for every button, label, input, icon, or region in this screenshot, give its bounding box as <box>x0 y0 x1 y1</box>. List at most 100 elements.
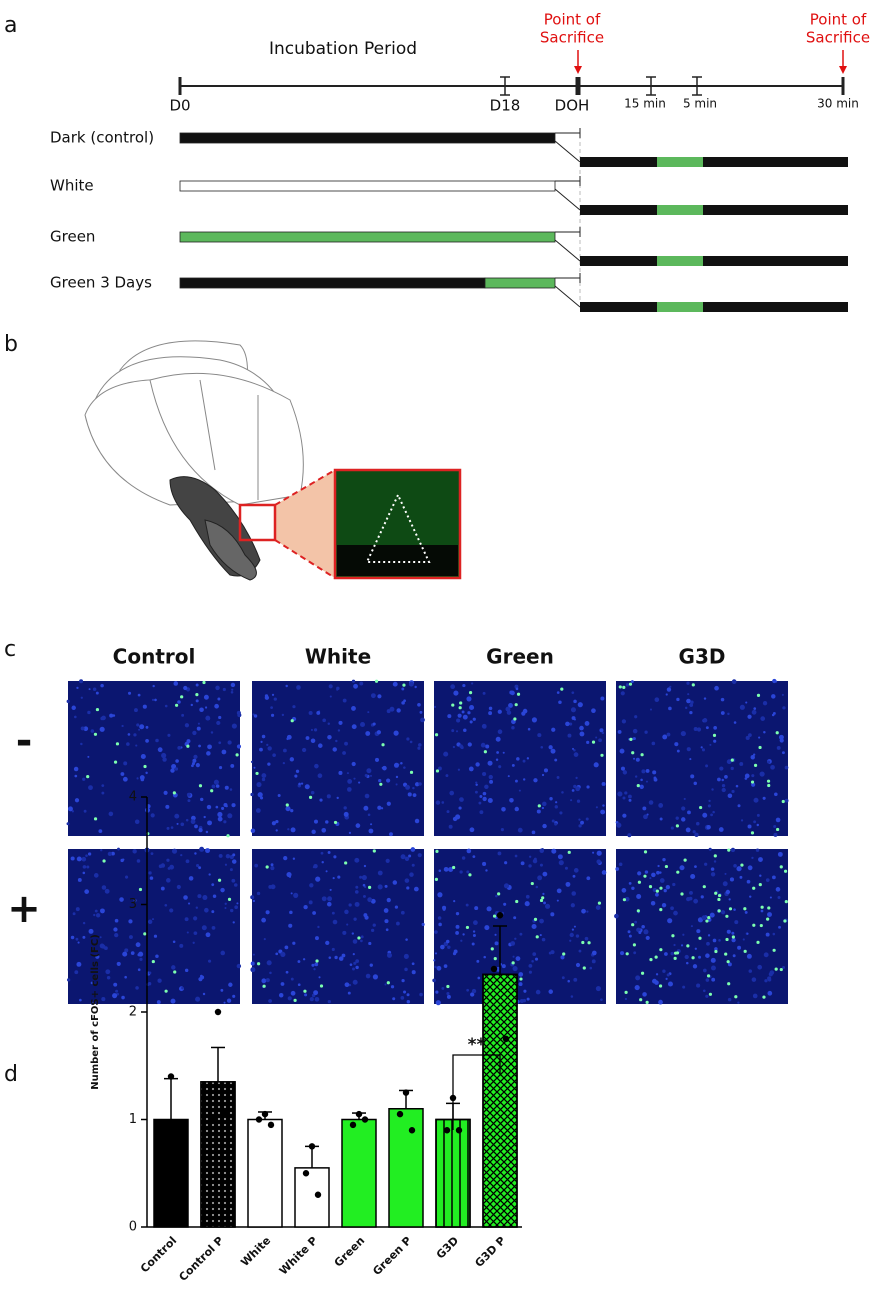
nucleus <box>363 805 369 811</box>
nucleus <box>784 798 789 803</box>
cfos-cell <box>675 951 680 955</box>
cfos-cell <box>752 923 756 927</box>
x-tick-label: Green P <box>370 1234 414 1278</box>
nucleus <box>326 901 332 907</box>
cfos-cell <box>175 703 179 707</box>
cfos-cell <box>381 743 385 747</box>
nucleus <box>389 832 393 837</box>
cfos-cell <box>628 682 633 686</box>
nucleus <box>346 923 349 926</box>
timeline-label: DOH <box>555 97 590 115</box>
nucleus <box>180 822 185 827</box>
cfos-cell <box>658 984 663 988</box>
nucleus <box>452 816 458 822</box>
nucleus <box>166 878 171 883</box>
nucleus <box>763 952 769 958</box>
nucleus <box>184 723 190 728</box>
nucleus <box>729 877 735 882</box>
nucleus <box>223 820 227 824</box>
nucleus <box>227 740 232 745</box>
group-label: White <box>50 177 94 195</box>
nucleus <box>686 698 691 704</box>
nucleus <box>434 930 438 934</box>
nucleus <box>213 779 219 785</box>
nucleus <box>101 791 105 795</box>
cfos-cell <box>567 850 571 854</box>
nucleus <box>618 862 623 867</box>
data-point <box>355 1110 363 1118</box>
nucleus <box>154 698 157 702</box>
nucleus <box>689 890 693 895</box>
nucleus <box>570 707 576 713</box>
nucleus <box>705 764 709 768</box>
nucleus <box>320 851 324 855</box>
nucleus <box>509 797 514 803</box>
nucleus <box>533 778 538 783</box>
nucleus <box>215 805 219 809</box>
nucleus <box>205 848 211 854</box>
nucleus <box>520 861 525 866</box>
nucleus <box>784 765 789 770</box>
nucleus <box>532 952 537 956</box>
nucleus <box>317 925 320 929</box>
nucleus <box>570 995 574 998</box>
nucleus <box>487 797 493 804</box>
nucleus <box>212 894 217 898</box>
cfos-cell <box>434 733 439 737</box>
nucleus <box>711 788 714 791</box>
nucleus <box>767 760 771 764</box>
cfos-cell <box>344 861 348 865</box>
nucleus <box>352 979 358 985</box>
nucleus <box>475 762 480 767</box>
cfos-cell <box>706 974 711 978</box>
sacrifice-label: Sacrifice <box>806 29 870 47</box>
nucleus <box>284 945 289 950</box>
nucleus <box>362 883 366 887</box>
nucleus <box>401 701 405 705</box>
nucleus <box>525 894 530 899</box>
nucleus <box>528 970 532 974</box>
micrograph-bg <box>252 849 424 1004</box>
nucleus <box>555 801 558 804</box>
nucleus <box>327 896 333 902</box>
nucleus <box>617 729 622 734</box>
cfos-cell <box>730 758 734 762</box>
cfos-cell <box>680 892 684 896</box>
micrograph <box>432 847 607 1006</box>
nucleus <box>442 907 446 911</box>
nucleus <box>417 853 422 858</box>
nucleus <box>472 717 476 721</box>
nucleus <box>266 743 269 746</box>
nucleus <box>393 730 399 736</box>
cfos-cell <box>645 1000 649 1005</box>
micrograph <box>615 678 789 838</box>
nucleus <box>681 817 686 822</box>
panel-label: b <box>4 332 18 357</box>
nucleus <box>727 712 730 716</box>
nucleus <box>602 804 605 807</box>
cfos-cell <box>734 995 738 999</box>
nucleus <box>338 770 343 775</box>
cfos-cell <box>227 897 232 901</box>
nucleus <box>472 930 476 933</box>
nucleus <box>448 867 454 872</box>
nucleus <box>717 777 721 782</box>
nucleus <box>351 706 356 711</box>
data-point <box>214 1008 222 1016</box>
nucleus <box>625 683 630 687</box>
nucleus <box>132 849 137 854</box>
nucleus <box>455 730 459 733</box>
nucleus <box>167 866 171 870</box>
cfos-cell <box>516 692 521 696</box>
nucleus <box>542 892 545 895</box>
nucleus <box>317 773 323 779</box>
nucleus <box>374 757 380 762</box>
nucleus <box>411 863 415 867</box>
nucleus <box>531 830 536 835</box>
nucleus <box>645 769 650 773</box>
nucleus <box>71 810 75 813</box>
nucleus <box>718 827 724 832</box>
nucleus <box>731 937 736 943</box>
nucleus <box>367 813 371 817</box>
nucleus <box>635 975 641 981</box>
